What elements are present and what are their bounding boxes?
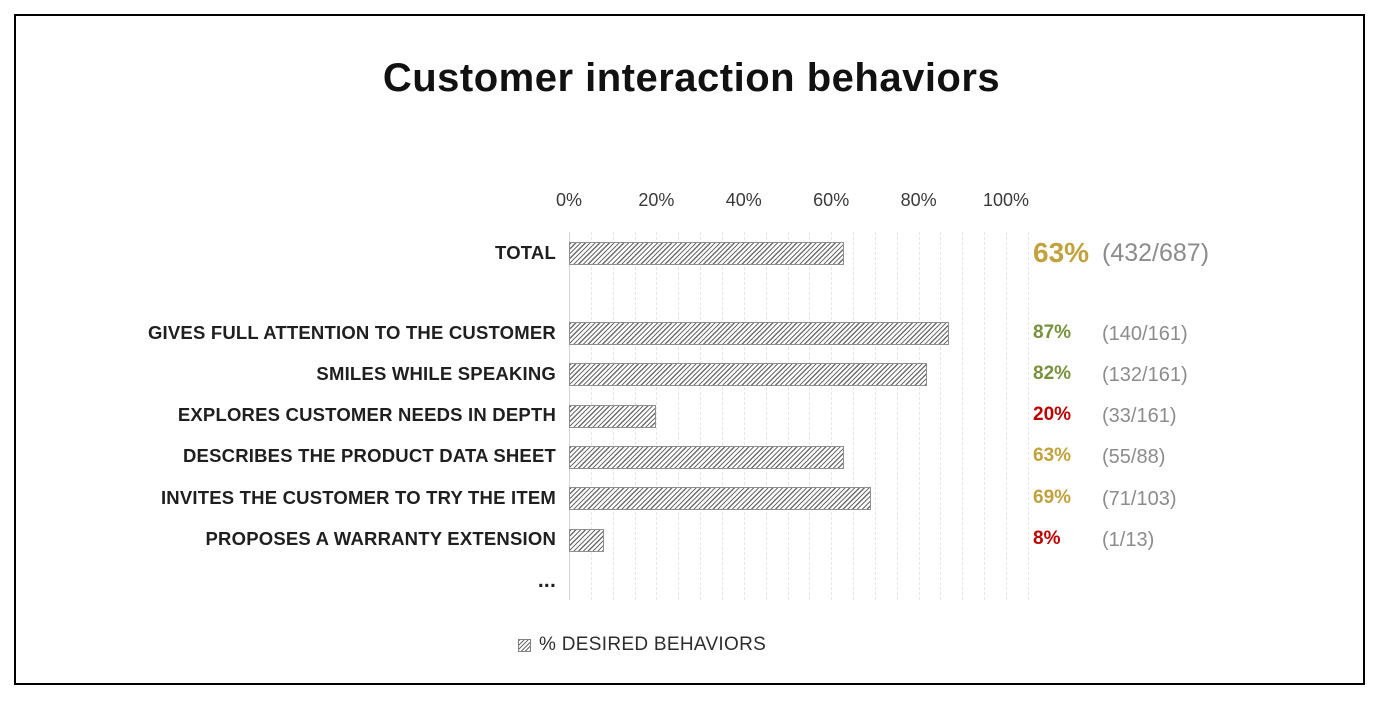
row-value: 63% — [1033, 236, 1090, 268]
row-label: DESCRIBES THE PRODUCT DATA SHEET — [183, 445, 556, 467]
row-value: 82% — [1033, 362, 1072, 384]
row-bar — [569, 242, 845, 265]
ellipsis-label: ... — [537, 569, 556, 593]
row-bar — [569, 528, 604, 552]
row-value: 87% — [1033, 321, 1072, 343]
gridline — [918, 232, 920, 600]
row-value: 63% — [1033, 445, 1072, 467]
row-fraction: (55/88) — [1102, 446, 1166, 469]
row-value: 69% — [1033, 486, 1072, 508]
row-bar — [569, 322, 950, 345]
x-axis-tick: 80% — [900, 190, 937, 210]
row-bar — [569, 363, 928, 387]
row-label: EXPLORES CUSTOMER NEEDS IN DEPTH — [177, 404, 556, 426]
row-fraction: (1/13) — [1102, 529, 1155, 551]
row-bar — [569, 445, 845, 469]
gridline — [765, 232, 767, 600]
row-bar — [569, 404, 657, 428]
row-label: TOTAL — [495, 241, 556, 263]
gridline — [874, 232, 876, 600]
legend-label: % DESIRED BEHAVIORS — [539, 634, 767, 655]
legend: % DESIRED BEHAVIORS — [518, 634, 766, 656]
gridline — [809, 232, 811, 600]
row-bar — [569, 487, 871, 511]
x-axis-tick: 60% — [813, 190, 850, 210]
gridline — [787, 232, 789, 600]
gridline — [896, 232, 898, 600]
legend-hatch-swatch-icon — [518, 638, 531, 652]
gridline — [700, 232, 702, 600]
chart-title: Customer interaction behaviors — [382, 56, 1001, 100]
row-label: INVITES THE CUSTOMER TO TRY THE ITEM — [160, 486, 556, 508]
row-label: PROPOSES A WARRANTY EXTENSION — [205, 528, 556, 549]
gridline — [743, 232, 745, 600]
gridline — [831, 232, 833, 600]
row-label: GIVES FULL ATTENTION TO THE CUSTOMER — [147, 321, 556, 343]
gridline — [1027, 232, 1029, 600]
gridline — [678, 232, 680, 600]
gridline — [1006, 232, 1007, 600]
row-value: 20% — [1033, 404, 1072, 426]
row-fraction: (132/161) — [1102, 363, 1188, 386]
gridline — [721, 232, 723, 600]
row-fraction: (432/687) — [1102, 238, 1210, 267]
gridline — [984, 232, 986, 600]
row-fraction: (33/161) — [1102, 405, 1177, 428]
gridline — [853, 232, 855, 600]
gridline — [940, 232, 942, 600]
x-axis-tick: 20% — [638, 190, 675, 210]
gridline — [656, 232, 658, 600]
row-value: 8% — [1033, 528, 1061, 549]
x-axis-tick: 0% — [555, 190, 582, 210]
row-label: SMILES WHILE SPEAKING — [316, 362, 556, 384]
x-axis-tick: 40% — [725, 190, 762, 210]
gridline — [962, 232, 964, 600]
row-fraction: (140/161) — [1102, 322, 1188, 345]
row-fraction: (71/103) — [1102, 487, 1177, 510]
x-axis-tick: 100% — [982, 190, 1030, 210]
